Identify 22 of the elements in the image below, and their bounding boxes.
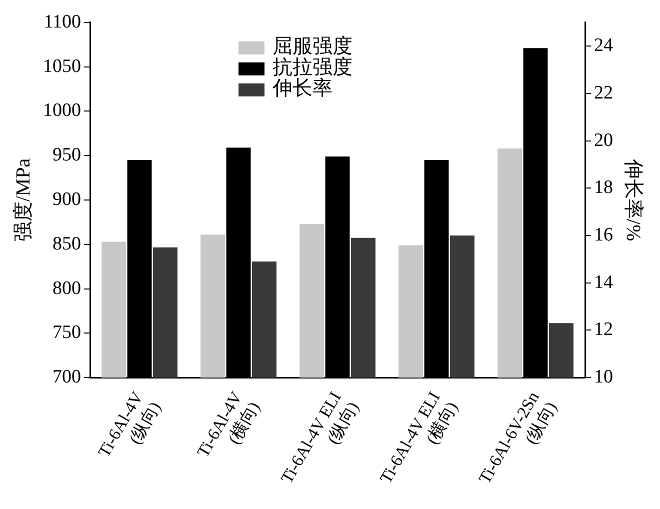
y2-tick-label: 24 [594, 35, 614, 56]
y-tick-label: 850 [52, 233, 81, 254]
y2-tick-label: 20 [594, 130, 613, 151]
y-tick-label: 900 [52, 188, 81, 210]
y-tick-label: 700 [52, 366, 81, 388]
y-tick-label: 750 [52, 322, 81, 344]
legend-label: 抗拉强度 [272, 56, 352, 79]
y-axis-title: 强度/MPa [12, 158, 34, 242]
y2-tick-label: 22 [594, 82, 613, 104]
y2-tick-label: 12 [594, 319, 613, 340]
y-tick-label: 950 [52, 144, 81, 166]
y2-axis-title: 伸长率/% [622, 158, 644, 242]
legend-label: 屈服强度 [272, 36, 352, 58]
y2-tick-label: 14 [594, 272, 614, 293]
y-tick-label: 1000 [43, 100, 81, 122]
legend-label: 伸长率 [272, 78, 332, 100]
y2-tick-label: 16 [594, 224, 613, 246]
y-tick-label: 1100 [44, 11, 81, 32]
y-tick-label: 800 [52, 278, 81, 299]
y2-tick-label: 18 [594, 177, 613, 198]
y2-tick-label: 10 [594, 366, 613, 388]
y-tick-label: 1050 [43, 56, 81, 77]
